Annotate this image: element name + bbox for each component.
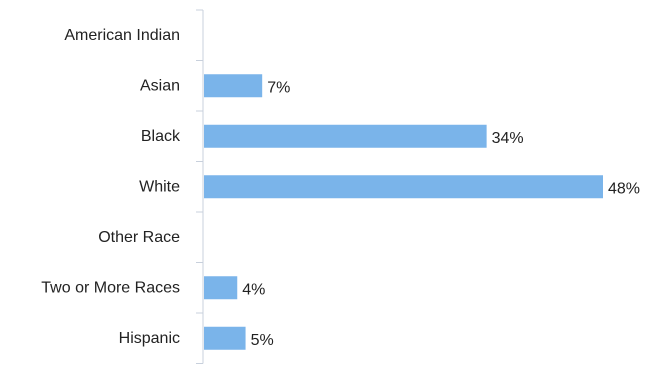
data-label: 34% — [492, 130, 524, 147]
value-labels: 7% 34% 48% 4% 5% — [242, 79, 640, 349]
category-label: Two or More Races — [41, 279, 180, 296]
bar — [204, 326, 246, 350]
category-labels: American Indian Asian Black White Other Race… — [41, 27, 181, 347]
category-label: American Indian — [64, 27, 180, 44]
bar — [204, 175, 603, 199]
data-label: 4% — [242, 281, 265, 298]
category-label: Asian — [140, 77, 180, 94]
category-axis — [196, 9, 204, 364]
category-label: Black — [141, 128, 181, 145]
bar — [204, 124, 487, 148]
bar — [204, 276, 238, 300]
category-label: White — [139, 178, 180, 195]
data-label: 5% — [251, 332, 274, 349]
bar — [204, 74, 263, 98]
category-label: Hispanic — [119, 330, 180, 347]
data-label: 48% — [608, 180, 640, 197]
bars-group — [204, 74, 603, 350]
category-label: Other Race — [98, 229, 180, 246]
data-label: 7% — [267, 79, 290, 96]
